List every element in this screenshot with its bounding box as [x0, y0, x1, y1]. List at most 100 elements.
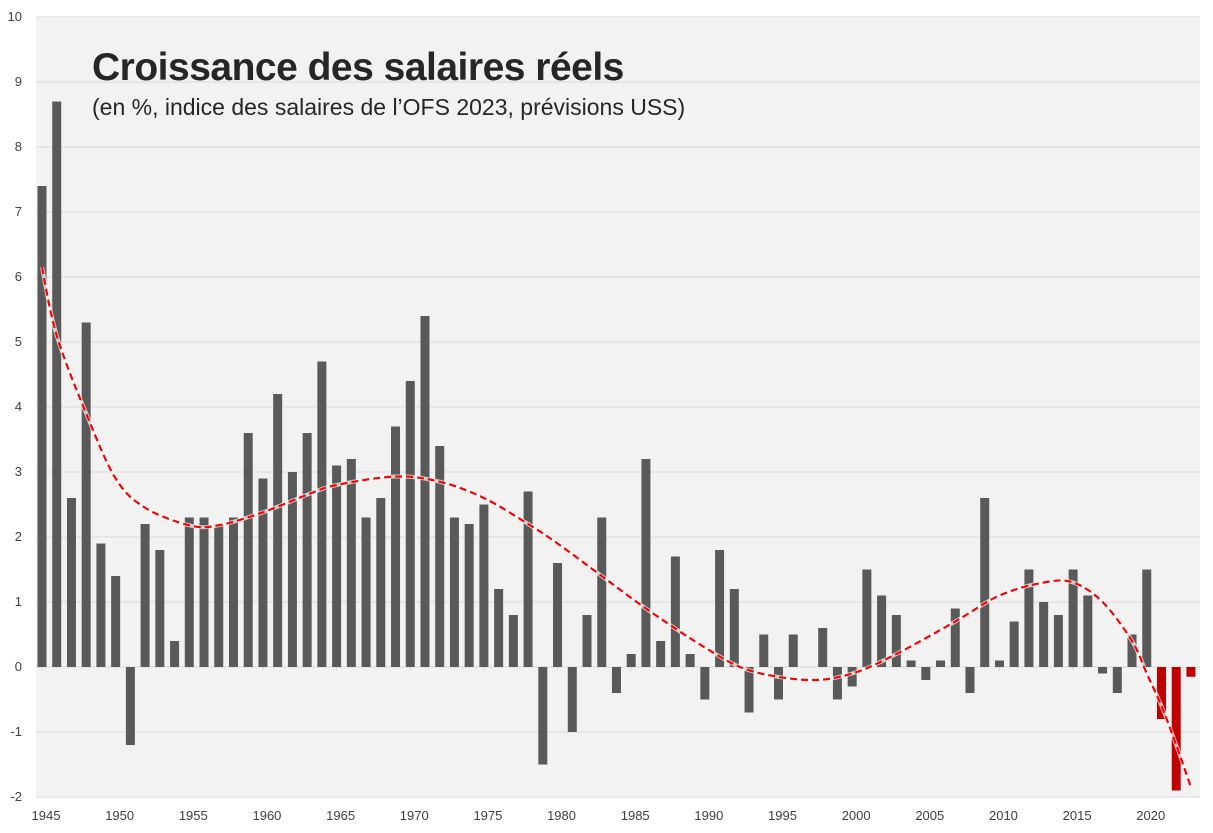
trend-line [40, 266, 1193, 788]
y-tick-label: 6 [15, 269, 22, 284]
bar-1986 [641, 459, 651, 667]
y-tick-label: 5 [15, 334, 22, 349]
bar-2011 [1009, 621, 1019, 667]
bar-1964 [317, 361, 327, 667]
y-tick-label: 4 [15, 399, 22, 414]
bar-2008 [965, 667, 975, 693]
x-tick-label: 1965 [326, 808, 355, 823]
bar-1954 [170, 641, 180, 667]
x-tick-label: 1960 [252, 808, 281, 823]
bar-2002 [877, 595, 887, 667]
bar-2009 [980, 498, 990, 667]
bar-1984 [611, 667, 621, 693]
bar-1999 [832, 667, 842, 700]
bar-1965 [332, 465, 342, 667]
bar-1992 [729, 589, 739, 667]
bar-1974 [464, 524, 474, 667]
bar-1996 [788, 634, 798, 667]
forecast-bar-2022 [1171, 667, 1181, 791]
chart-subtitle: (en %, indice des salaires de l’OFS 2023… [92, 94, 686, 120]
bar-1978 [523, 491, 533, 667]
bars [37, 101, 1196, 791]
bar-1967 [361, 517, 371, 667]
y-tick-label: 10 [8, 9, 22, 24]
y-tick-label: 9 [15, 74, 22, 89]
bar-1945 [37, 186, 47, 667]
y-tick-label: 0 [15, 659, 22, 674]
bar-2016 [1083, 595, 1093, 667]
bar-2020 [1142, 569, 1152, 667]
x-tick-label: 2010 [989, 808, 1018, 823]
bar-1983 [597, 517, 607, 667]
y-tick-label: 3 [15, 464, 22, 479]
bar-1968 [376, 498, 386, 667]
bar-1998 [818, 628, 828, 667]
bar-1969 [391, 426, 401, 667]
x-tick-label: 1975 [473, 808, 502, 823]
y-tick-label: 1 [15, 594, 22, 609]
bar-1955 [184, 517, 194, 667]
bar-1977 [508, 615, 518, 667]
forecast-bar-2023 [1186, 667, 1196, 677]
bar-1948 [81, 322, 91, 667]
bar-1952 [140, 524, 150, 667]
y-tick-label: -2 [10, 789, 22, 804]
x-tick-label: 1985 [621, 808, 650, 823]
x-tick-label: 1990 [694, 808, 723, 823]
x-tick-label: 2000 [842, 808, 871, 823]
bar-2004 [906, 660, 916, 667]
trend-line-dashed [40, 267, 1192, 788]
bar-1982 [582, 615, 592, 667]
x-tick-label: 2005 [915, 808, 944, 823]
bar-1956 [199, 517, 209, 667]
bar-2019 [1127, 634, 1137, 667]
y-tick-label: -1 [10, 724, 22, 739]
x-tick-label: 1945 [32, 808, 61, 823]
y-tick-label: 8 [15, 139, 22, 154]
x-tick-label: 1955 [179, 808, 208, 823]
bar-2012 [1024, 569, 1034, 667]
y-axis: -2 -1 0 1 2 3 4 5 6 7 8 9 10 [8, 9, 22, 804]
bar-1950 [111, 576, 121, 667]
forecast-bar-2021 [1156, 667, 1166, 719]
y-tick-label: 2 [15, 529, 22, 544]
bar-1976 [494, 589, 504, 667]
bar-1970 [405, 381, 415, 667]
bar-1991 [715, 550, 725, 667]
bar-1988 [670, 556, 680, 667]
bar-1994 [759, 634, 769, 667]
bar-2014 [1053, 615, 1063, 667]
x-tick-label: 1950 [105, 808, 134, 823]
bar-1966 [346, 459, 356, 667]
bar-1971 [420, 316, 430, 667]
bar-2017 [1098, 667, 1108, 674]
bar-1961 [273, 394, 283, 667]
bar-1987 [656, 641, 666, 667]
x-tick-label: 2020 [1136, 808, 1165, 823]
x-tick-label: 1980 [547, 808, 576, 823]
bar-1958 [228, 517, 238, 667]
bar-2010 [994, 660, 1004, 667]
bar-1947 [66, 498, 76, 667]
bar-1972 [435, 446, 445, 667]
bar-1953 [155, 550, 165, 667]
x-tick-label: 2015 [1063, 808, 1092, 823]
bar-2000 [847, 667, 857, 687]
bar-1960 [258, 478, 268, 667]
bar-1989 [685, 654, 695, 667]
bar-2006 [936, 660, 946, 667]
bar-1990 [700, 667, 710, 700]
bar-1993 [744, 667, 754, 713]
x-axis: 1945 1950 1955 1960 1965 1970 1975 1980 1985 1990… [32, 667, 1165, 823]
y-tick-label: 7 [15, 204, 22, 219]
bar-1949 [96, 543, 106, 667]
bar-2001 [862, 569, 872, 667]
bar-2007 [950, 608, 960, 667]
bar-2018 [1112, 667, 1122, 693]
bar-1959 [243, 433, 253, 667]
bar-2013 [1039, 602, 1049, 667]
bar-2003 [891, 615, 901, 667]
chart-title: Croissance des salaires réels [92, 46, 624, 89]
bar-2005 [921, 667, 931, 680]
